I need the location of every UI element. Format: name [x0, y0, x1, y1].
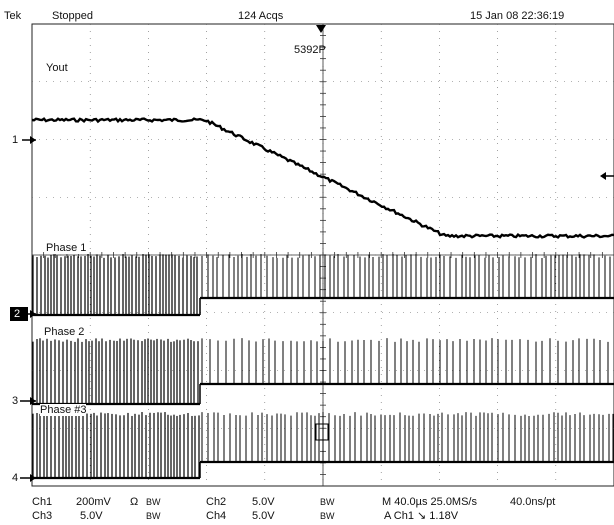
- channel-marker-4: 4: [12, 472, 19, 484]
- phase2-waveform: [32, 338, 614, 406]
- brand-label: Tek: [4, 10, 22, 22]
- acquisition-count: 124 Acqs: [238, 10, 284, 22]
- resolution-readout: 40.0ns/pt: [510, 496, 556, 508]
- ch1-bw: BW: [146, 497, 161, 507]
- ch4-bw: BW: [320, 511, 335, 521]
- ch3-scale: 5.0V: [80, 510, 103, 522]
- channel-marker-3: 3: [12, 395, 19, 407]
- graticule-grid: [31, 23, 614, 486]
- trigger-level-arrow-icon: [600, 172, 614, 180]
- ch3-label: Ch3: [32, 510, 53, 522]
- trigger-position-icon: [316, 25, 326, 33]
- ch4-label: Ch4: [206, 510, 227, 522]
- date-time: 15 Jan 08 22:36:19: [470, 10, 565, 22]
- trigger-point-label: 5392P: [294, 44, 326, 56]
- phase1-waveform: [32, 254, 614, 317]
- phase3-waveform: [32, 412, 614, 480]
- trace-label-phase3: Phase #3: [40, 404, 87, 416]
- ch2-scale: 5.0V: [252, 496, 275, 508]
- acquisition-state: Stopped: [52, 10, 93, 22]
- trace-label-phase1: Phase 1: [46, 242, 87, 254]
- ch4-scale: 5.0V: [252, 510, 275, 522]
- ch2-label: Ch2: [206, 496, 227, 508]
- channel-ground-marker-icon: [10, 136, 36, 482]
- trace-label-yout: Yout: [46, 62, 68, 74]
- trigger-readout: A Ch1 ↘ 1.18V: [384, 510, 459, 522]
- ch1-scale: 200mV: [76, 496, 111, 508]
- waveform-layer: [31, 117, 614, 480]
- ch2-bw: BW: [320, 497, 335, 507]
- channel-marker-1: 1: [12, 134, 19, 146]
- trace-label-phase2: Phase 2: [44, 326, 85, 338]
- timebase-readout: M 40.0µs 25.0MS/s: [382, 496, 477, 508]
- ch1-coupling: Ω: [130, 496, 139, 508]
- ch1-label: Ch1: [32, 496, 53, 508]
- yout-waveform: [31, 117, 614, 239]
- ch3-bw: BW: [146, 511, 161, 521]
- channel-marker-2: 2: [14, 308, 21, 320]
